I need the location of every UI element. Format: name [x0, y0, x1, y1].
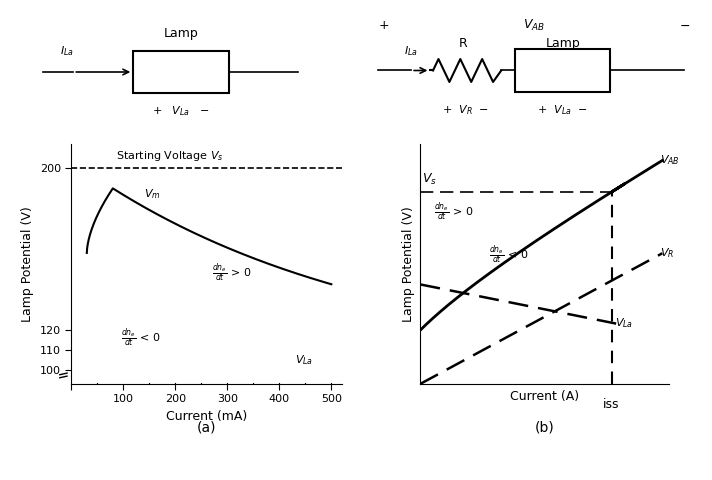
Bar [515, 49, 610, 92]
Text: Lamp: Lamp [164, 27, 199, 40]
Text: (a): (a) [197, 420, 216, 434]
Text: $+$: $+$ [378, 19, 389, 32]
Text: $\frac{dn_e}{dt}$ > 0: $\frac{dn_e}{dt}$ > 0 [211, 262, 251, 285]
Y-axis label: Lamp Potential (V): Lamp Potential (V) [21, 206, 34, 322]
Text: $+$  $V_R$  $-$: $+$ $V_R$ $-$ [442, 103, 489, 117]
Text: $V_{AB}$: $V_{AB}$ [660, 154, 680, 168]
Text: iss: iss [603, 398, 620, 411]
Text: $I_{La}$: $I_{La}$ [61, 44, 74, 58]
Text: $V_{AB}$: $V_{AB}$ [523, 18, 545, 33]
Text: $V_m$: $V_m$ [144, 188, 161, 201]
Bar [133, 51, 229, 93]
Text: $\frac{dn_e}{dt}$ > 0: $\frac{dn_e}{dt}$ > 0 [434, 200, 473, 223]
Text: Lamp: Lamp [545, 37, 580, 50]
Y-axis label: Lamp Potential (V): Lamp Potential (V) [402, 206, 414, 322]
Text: $V_s$: $V_s$ [422, 172, 437, 187]
Text: $-$: $-$ [679, 19, 690, 32]
Text: (b): (b) [535, 420, 555, 434]
Text: Starting Voltage $V_s$: Starting Voltage $V_s$ [116, 149, 224, 163]
X-axis label: Current (mA): Current (mA) [166, 410, 247, 423]
Text: R: R [459, 37, 467, 50]
Text: $V_{La}$: $V_{La}$ [295, 353, 313, 367]
X-axis label: Current (A): Current (A) [510, 390, 580, 403]
Text: $+$  $V_{La}$  $-$: $+$ $V_{La}$ $-$ [538, 103, 588, 117]
Text: $V_R$: $V_R$ [660, 246, 674, 260]
Text: $+$   $V_{La}$   $-$: $+$ $V_{La}$ $-$ [152, 104, 210, 118]
Text: $I_{La}$: $I_{La}$ [404, 45, 418, 59]
Text: $V_{La}$: $V_{La}$ [615, 316, 633, 330]
Text: $\frac{dn_e}{dt}$ < 0: $\frac{dn_e}{dt}$ < 0 [120, 326, 160, 349]
Text: $\frac{dn_e}{dt}$ < 0: $\frac{dn_e}{dt}$ < 0 [489, 243, 529, 266]
